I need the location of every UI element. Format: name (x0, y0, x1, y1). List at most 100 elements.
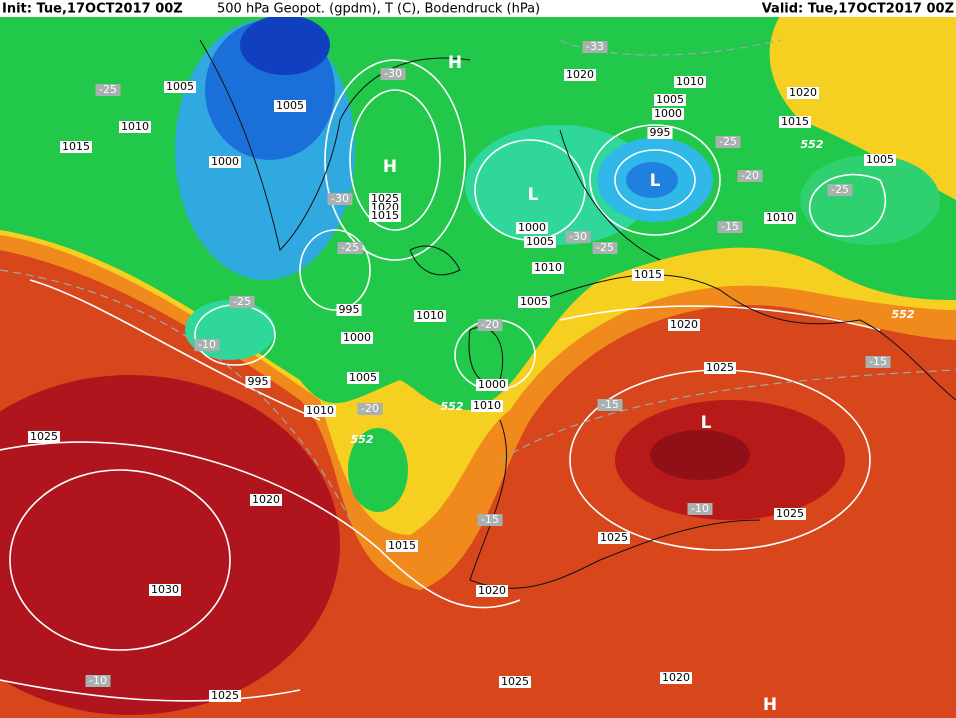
isobar-label: 1005 (526, 235, 554, 248)
temperature-label: -15 (601, 398, 619, 411)
temperature-label-box (95, 84, 121, 96)
isobar-label-box (779, 116, 811, 128)
temperature-label: -25 (99, 83, 117, 96)
isobar-label-box (774, 508, 806, 520)
temperature-label-box (737, 170, 763, 182)
pressure-center: H (383, 157, 397, 177)
temperature-label: -25 (233, 295, 251, 308)
isobar-label: 1025 (211, 689, 239, 702)
isobar-label: 1000 (343, 331, 371, 344)
isobar-label-box (532, 262, 564, 274)
temperature-label-box (582, 41, 608, 53)
isobar-label-box (524, 236, 556, 248)
isobar-label-box (632, 269, 664, 281)
temperature-label: -20 (741, 169, 759, 182)
isobar-label-box (341, 332, 373, 344)
geopotential-label: 552 (351, 433, 374, 446)
isobar-label-box (209, 156, 241, 168)
isobar-label: 1005 (349, 371, 377, 384)
temperature-label: -10 (198, 338, 216, 351)
isobar-label: 1005 (276, 99, 304, 112)
isobar-label-box (674, 76, 706, 88)
pressure-center: L (528, 185, 539, 205)
pressure-center: H (763, 695, 777, 715)
isobar-label-box (476, 585, 508, 597)
isobar-label-box (518, 296, 550, 308)
temperature-label-box (337, 242, 363, 254)
isobar-label: 1010 (676, 75, 704, 88)
isobar-label: 1020 (478, 584, 506, 597)
isobar-label-box (471, 400, 503, 412)
isobar-label: 1025 (600, 531, 628, 544)
temperature-label-box (592, 242, 618, 254)
temperature-label: -30 (569, 230, 587, 243)
geopotential-label: 552 (892, 308, 915, 321)
pressure-center: L (650, 171, 661, 191)
isobar-label: 995 (248, 375, 269, 388)
map-labels: 1005101010151005100010251020101599510001… (28, 40, 915, 715)
isobar-label: 1010 (121, 120, 149, 133)
isobar-label: 1015 (388, 539, 416, 552)
isobar-label-box (336, 304, 362, 316)
temperature-label-box (715, 136, 741, 148)
temperature-label: -30 (384, 67, 402, 80)
temperature-label-box (357, 403, 383, 415)
temperature-label-box (380, 68, 406, 80)
temperature-label-box (229, 296, 255, 308)
isobar-label-box (660, 672, 692, 684)
isobar-label: 1030 (151, 583, 179, 596)
temperature-label: -33 (586, 40, 604, 53)
isobar-label: 995 (650, 126, 671, 139)
isobar-label: 1005 (866, 153, 894, 166)
temperature-label-box (827, 184, 853, 196)
isobar-label: 1005 (166, 80, 194, 93)
temperature-label-box (717, 221, 743, 233)
isobar-label: 1015 (371, 209, 399, 222)
isobar-label-box (787, 87, 819, 99)
temperature-label-box (85, 675, 111, 687)
isobar-label-box (250, 494, 282, 506)
isobar-label-box (304, 405, 336, 417)
isobar-label: 1000 (518, 221, 546, 234)
isobar-label: 1000 (478, 378, 506, 391)
isobar-label-box (149, 584, 181, 596)
isobar-label-box (274, 100, 306, 112)
geopotential-label: 552 (441, 400, 464, 413)
isobar-label: 1010 (534, 261, 562, 274)
isobar-label: 1025 (776, 507, 804, 520)
isobar-label-box (864, 154, 896, 166)
temperature-label-box (477, 514, 503, 526)
temperature-label: -25 (719, 135, 737, 148)
isobar-label: 1025 (706, 361, 734, 374)
temperature-label-box (327, 193, 353, 205)
temperature-label-box (597, 399, 623, 411)
isobar-label-box (60, 141, 92, 153)
isobar-label: 1025 (30, 430, 58, 443)
temperature-label: -15 (721, 220, 739, 233)
pressure-center: H (448, 53, 462, 73)
isobar-label-box (386, 540, 418, 552)
isobar-label-box (764, 212, 796, 224)
isobar-label-box (598, 532, 630, 544)
isobar-label-box (668, 319, 700, 331)
isobar-label: 1020 (670, 318, 698, 331)
isobar-label-box (499, 676, 531, 688)
isobar-label-box (347, 372, 379, 384)
isobar-label: 1025 (371, 192, 399, 205)
geopotential-label: 552 (801, 138, 824, 151)
temperature-label-box (565, 231, 591, 243)
temperature-label-box (865, 356, 891, 368)
isobar-label: 1000 (654, 107, 682, 120)
temperature-label: -30 (331, 192, 349, 205)
temperature-label-box (687, 503, 713, 515)
isobar-label-box (209, 690, 241, 702)
temperature-label: -15 (869, 355, 887, 368)
isobar-label: 1020 (252, 493, 280, 506)
isobar-label: 1000 (211, 155, 239, 168)
isobar-label-box (414, 310, 446, 322)
isobar-label-box (245, 376, 271, 388)
isobar-label-box (647, 127, 673, 139)
temperature-label: -15 (481, 513, 499, 526)
